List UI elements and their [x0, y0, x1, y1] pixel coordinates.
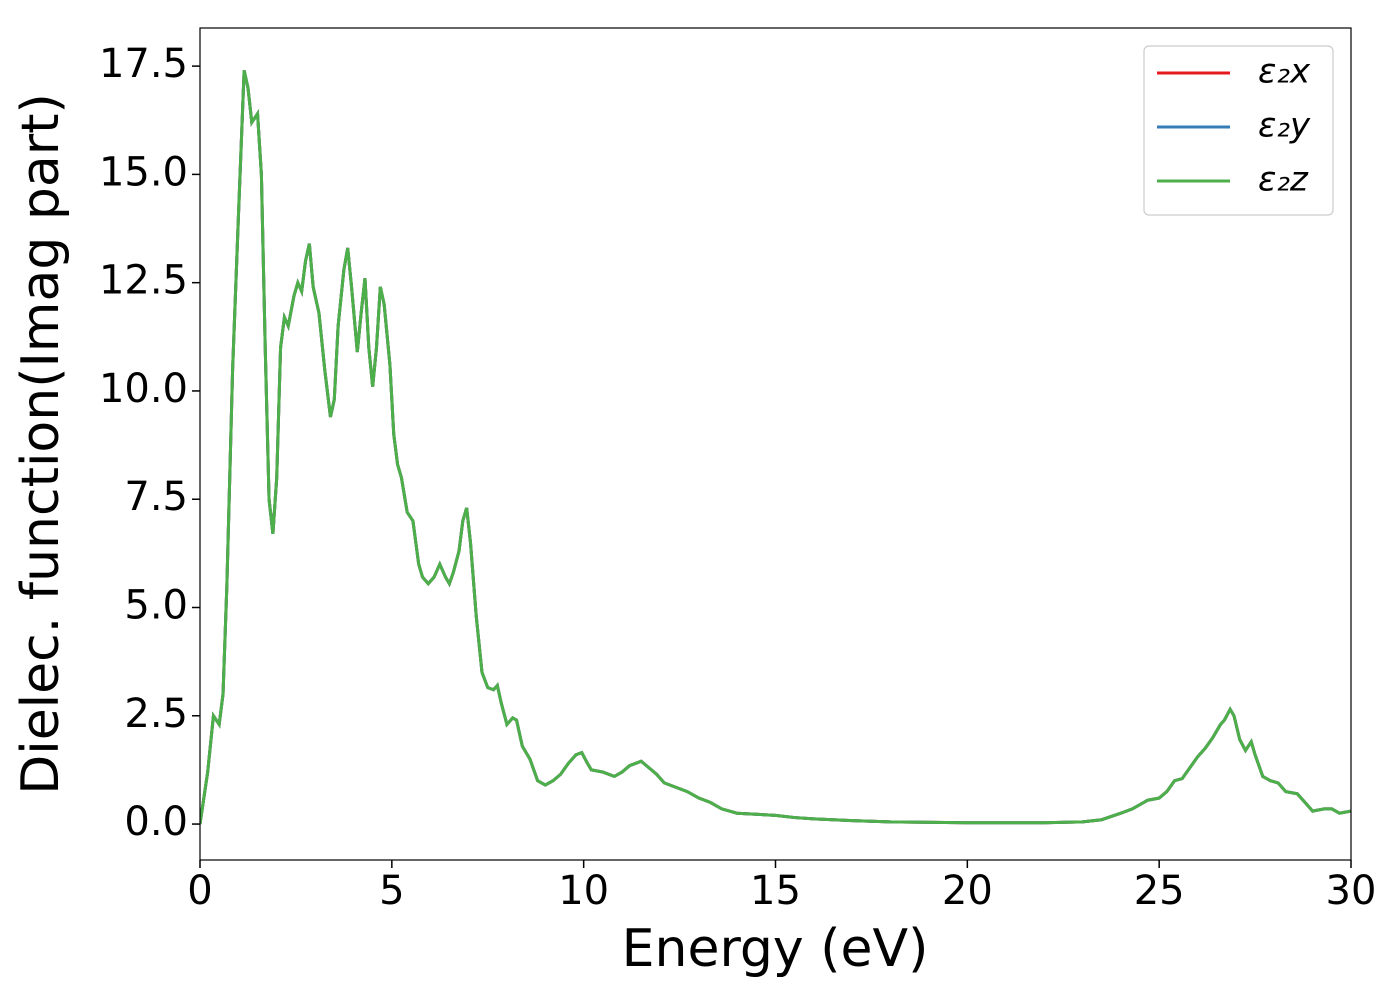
- series-line: [200, 70, 1351, 825]
- legend-label: ε₂y: [1258, 106, 1311, 146]
- x-tick-label: 10: [558, 868, 609, 914]
- legend-label: ε₂x: [1258, 52, 1311, 92]
- plot-frame: [199, 27, 1352, 861]
- y-axis-label: Dielec. function(Imag part): [11, 93, 71, 795]
- y-tick-label: 10.0: [99, 366, 188, 412]
- x-tick-label: 0: [187, 868, 212, 914]
- y-tick-label: 2.5: [124, 691, 188, 737]
- x-tick-label: 30: [1326, 868, 1377, 914]
- y-tick-label: 17.5: [99, 41, 188, 87]
- y-tick-label: 7.5: [124, 474, 188, 520]
- y-tick-label: 5.0: [124, 582, 188, 628]
- y-tick-label: 0.0: [124, 799, 188, 845]
- x-axis-label: Energy (eV): [622, 919, 929, 979]
- y-tick-label: 12.5: [99, 258, 188, 304]
- y-tick-label: 15.0: [99, 149, 188, 195]
- x-tick-label: 20: [942, 868, 993, 914]
- x-tick-label: 15: [750, 868, 801, 914]
- legend-label: ε₂z: [1258, 160, 1309, 200]
- legend-box: [1143, 45, 1334, 216]
- x-tick-label: 5: [379, 868, 404, 914]
- x-tick-label: 25: [1134, 868, 1185, 914]
